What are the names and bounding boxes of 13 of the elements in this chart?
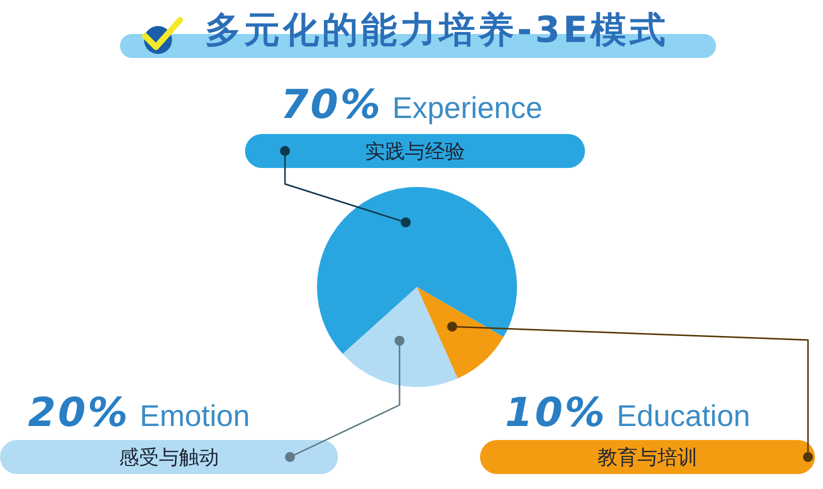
slice-label: Emotion [140, 400, 250, 434]
chart-title: 多元化的能力培养-3E模式 [205, 9, 669, 53]
text: 感受与触动 [0, 440, 338, 474]
slice-label: Experience [392, 92, 542, 126]
data-label: 10% [505, 390, 607, 436]
slice-label: Education [616, 400, 750, 434]
text: 教育与培训 [480, 440, 815, 474]
pie-slice [317, 187, 517, 354]
pie-slice [417, 287, 504, 378]
data-label: 70% [280, 82, 382, 128]
data-label: 20% [28, 390, 130, 436]
pie-slice [342, 287, 458, 387]
text: 实践与经验 [245, 134, 585, 168]
